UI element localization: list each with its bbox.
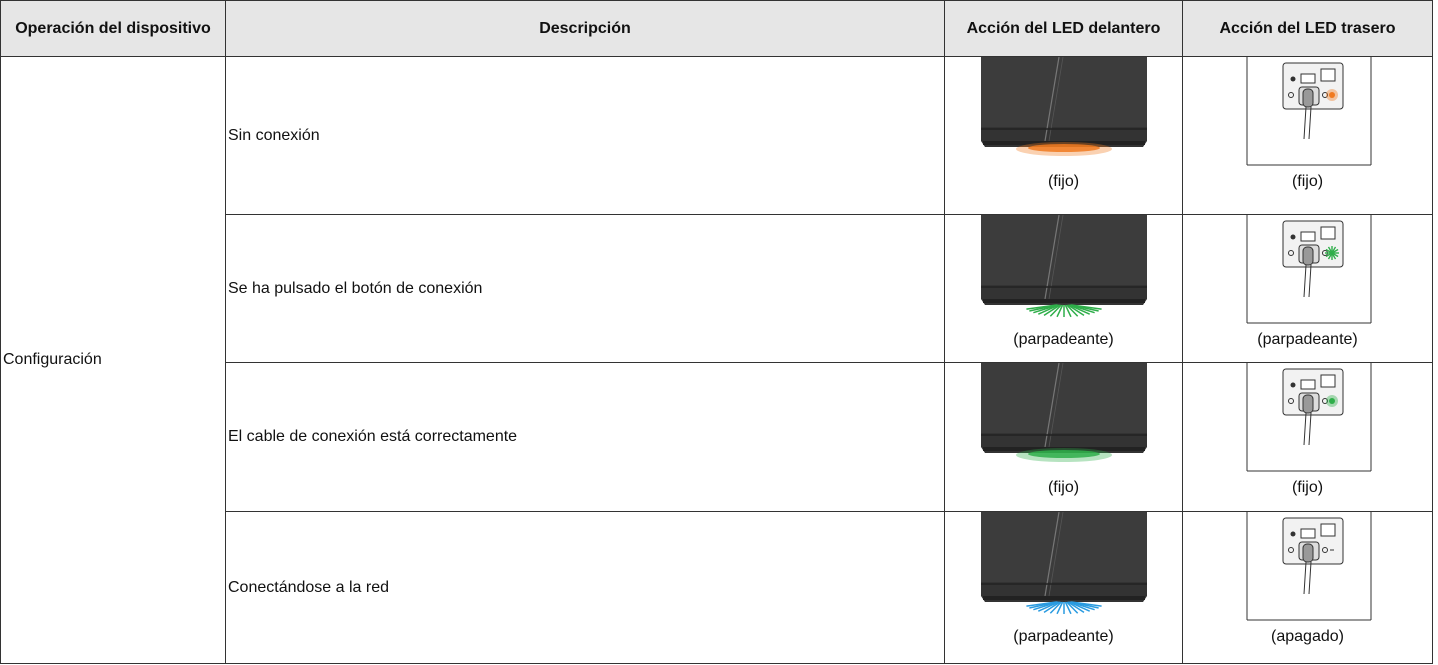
rear-led-caption: (fijo): [1291, 479, 1324, 496]
description-cell: Se ha pulsado el botón de conexión: [225, 214, 945, 363]
rear-led-image: [1246, 215, 1371, 324]
table-row: Conectándose a la red (parpadeante) (apa…: [1, 511, 1433, 664]
front-led-cell: (parpadeante): [944, 214, 1183, 363]
front-led-image: [980, 215, 1147, 318]
front-led-caption: (fijo): [1047, 479, 1080, 496]
front-led-caption: (parpadeante): [1013, 628, 1114, 645]
table-row: El cable de conexión está correctamente …: [1, 362, 1433, 512]
header-cell: Descripción: [225, 0, 945, 57]
rear-led-caption: (apagado): [1271, 628, 1344, 645]
header-cell: Operación del dispositivo: [0, 0, 226, 57]
description-cell: El cable de conexión está correctamente: [225, 362, 945, 512]
front-led-image: [980, 363, 1147, 462]
front-led-image: [980, 512, 1147, 615]
header-row: Operación del dispositivo Descripción Ac…: [0, 0, 1433, 57]
rear-led-caption: (fijo): [1291, 173, 1324, 190]
rear-led-cell: (parpadeante): [1182, 214, 1433, 363]
rear-led-image: [1246, 57, 1371, 166]
description-cell: Conectándose a la red: [225, 511, 945, 664]
front-led-caption: (parpadeante): [1013, 331, 1114, 348]
front-led-cell: (fijo): [944, 362, 1183, 512]
table-row: Configuración Sin conexión (fijo) (fijo): [0, 56, 1433, 664]
group-cell: Configuración: [0, 56, 226, 664]
rear-led-cell: (apagado): [1182, 511, 1433, 664]
description-cell: Sin conexión: [225, 56, 945, 215]
table-row: Se ha pulsado el botón de conexión (parp…: [1, 214, 1433, 363]
header-cell: Acción del LED delantero: [944, 0, 1183, 57]
rear-led-image: [1246, 363, 1371, 472]
table-body: Configuración Sin conexión (fijo) (fijo) S…: [0, 56, 1433, 664]
front-led-image: [980, 57, 1147, 156]
header-cell: Acción del LED trasero: [1182, 0, 1433, 57]
front-led-cell: (parpadeante): [944, 511, 1183, 664]
front-led-caption: (fijo): [1047, 173, 1080, 190]
rear-led-image: [1246, 512, 1371, 621]
rear-led-cell: (fijo): [1182, 56, 1433, 215]
rear-led-caption: (parpadeante): [1257, 331, 1358, 348]
front-led-cell: (fijo): [944, 56, 1183, 215]
rear-led-cell: (fijo): [1182, 362, 1433, 512]
